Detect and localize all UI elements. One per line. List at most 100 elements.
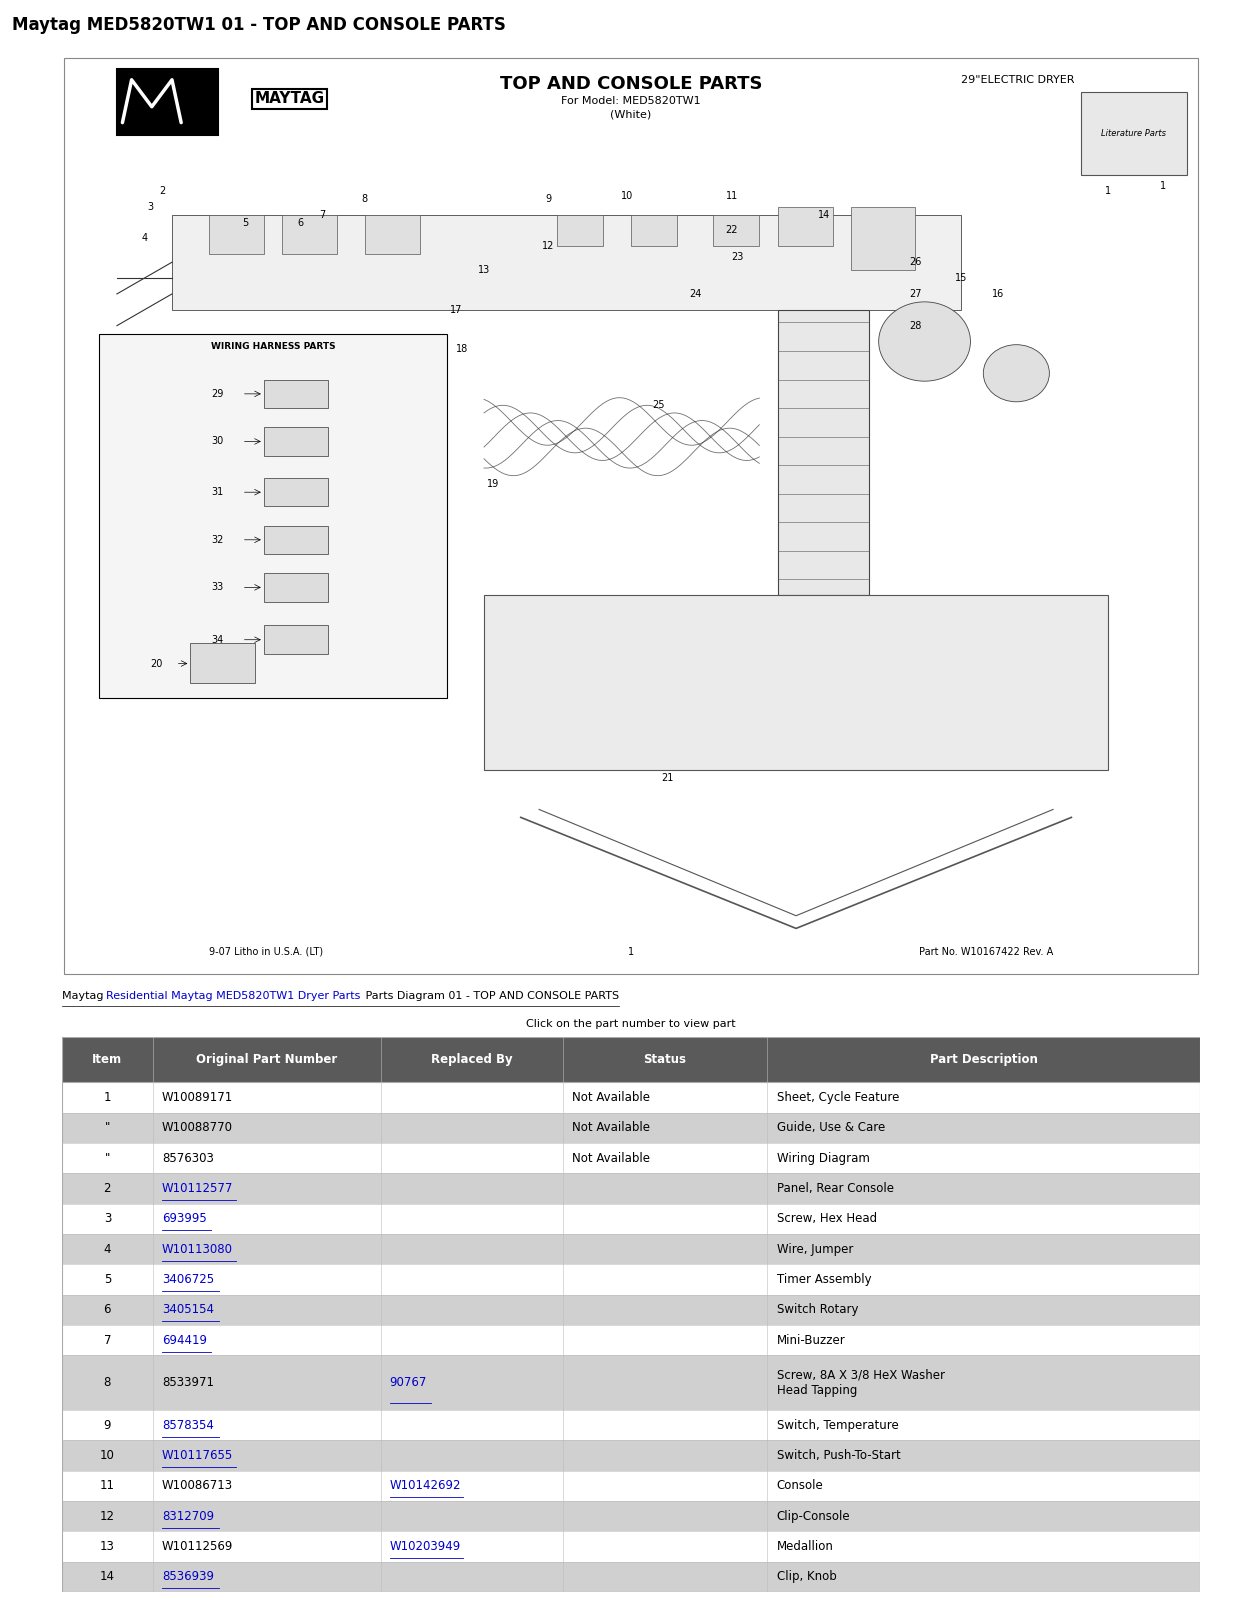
FancyBboxPatch shape — [62, 1142, 153, 1173]
Text: 8: 8 — [361, 194, 367, 203]
Text: 7: 7 — [104, 1334, 111, 1347]
FancyBboxPatch shape — [767, 1234, 1200, 1264]
Text: 1: 1 — [1105, 186, 1111, 195]
FancyBboxPatch shape — [62, 1082, 153, 1112]
Text: Not Available: Not Available — [571, 1122, 649, 1134]
Text: Original Part Number: Original Part Number — [197, 1053, 338, 1066]
Text: 14: 14 — [818, 210, 830, 219]
FancyBboxPatch shape — [263, 478, 328, 507]
FancyBboxPatch shape — [153, 1264, 381, 1294]
FancyBboxPatch shape — [62, 1501, 153, 1531]
FancyBboxPatch shape — [172, 214, 961, 310]
Text: Parts Diagram 01 - TOP AND CONSOLE PARTS: Parts Diagram 01 - TOP AND CONSOLE PARTS — [362, 990, 620, 1002]
FancyBboxPatch shape — [778, 310, 870, 595]
Text: 9-07 Litho in U.S.A. (LT): 9-07 Litho in U.S.A. (LT) — [209, 947, 323, 957]
Text: Part Description: Part Description — [930, 1053, 1038, 1066]
Text: Medallion: Medallion — [777, 1539, 834, 1554]
FancyBboxPatch shape — [62, 1173, 153, 1203]
FancyBboxPatch shape — [153, 1501, 381, 1531]
Text: Sheet, Cycle Feature: Sheet, Cycle Feature — [777, 1091, 899, 1104]
FancyBboxPatch shape — [62, 1325, 153, 1355]
FancyBboxPatch shape — [563, 1112, 767, 1142]
FancyBboxPatch shape — [381, 1173, 563, 1203]
Text: For Model: MED5820TW1: For Model: MED5820TW1 — [562, 96, 700, 106]
Text: 29"ELECTRIC DRYER: 29"ELECTRIC DRYER — [961, 75, 1075, 85]
Text: 6: 6 — [297, 218, 303, 227]
FancyBboxPatch shape — [62, 1112, 153, 1142]
FancyBboxPatch shape — [153, 1562, 381, 1592]
FancyBboxPatch shape — [62, 1410, 153, 1440]
Text: W10112569: W10112569 — [162, 1539, 234, 1554]
FancyBboxPatch shape — [190, 643, 255, 683]
FancyBboxPatch shape — [381, 1234, 563, 1264]
FancyBboxPatch shape — [63, 58, 1199, 974]
FancyBboxPatch shape — [381, 1531, 563, 1562]
FancyBboxPatch shape — [381, 1501, 563, 1531]
FancyBboxPatch shape — [153, 1203, 381, 1234]
Text: 10: 10 — [100, 1450, 115, 1462]
Text: 34: 34 — [212, 635, 224, 645]
Text: Maytag: Maytag — [62, 990, 106, 1002]
FancyBboxPatch shape — [767, 1501, 1200, 1531]
FancyBboxPatch shape — [62, 1470, 153, 1501]
Text: ": " — [105, 1122, 110, 1134]
FancyBboxPatch shape — [62, 1264, 153, 1294]
Text: 2: 2 — [104, 1182, 111, 1195]
FancyBboxPatch shape — [62, 1234, 153, 1264]
Text: Guide, Use & Care: Guide, Use & Care — [777, 1122, 884, 1134]
FancyBboxPatch shape — [563, 1294, 767, 1325]
Text: Replaced By: Replaced By — [430, 1053, 512, 1066]
FancyBboxPatch shape — [153, 1082, 381, 1112]
Text: 14: 14 — [100, 1570, 115, 1584]
Text: 24: 24 — [689, 290, 701, 299]
FancyBboxPatch shape — [99, 333, 448, 699]
FancyBboxPatch shape — [1081, 93, 1188, 174]
FancyBboxPatch shape — [563, 1264, 767, 1294]
FancyBboxPatch shape — [209, 214, 263, 254]
Text: 9: 9 — [104, 1419, 111, 1432]
FancyBboxPatch shape — [62, 1355, 153, 1410]
FancyBboxPatch shape — [62, 1562, 153, 1592]
FancyBboxPatch shape — [153, 1037, 381, 1082]
Text: Part No. W10167422 Rev. A: Part No. W10167422 Rev. A — [919, 947, 1053, 957]
Text: Switch, Temperature: Switch, Temperature — [777, 1419, 898, 1432]
Text: 6: 6 — [104, 1304, 111, 1317]
Text: Residential Maytag MED5820TW1 Dryer Parts: Residential Maytag MED5820TW1 Dryer Part… — [105, 990, 360, 1002]
FancyBboxPatch shape — [153, 1470, 381, 1501]
Text: 8536939: 8536939 — [162, 1570, 214, 1584]
FancyBboxPatch shape — [282, 214, 338, 254]
FancyBboxPatch shape — [153, 1142, 381, 1173]
FancyBboxPatch shape — [263, 525, 328, 554]
Text: Switch Rotary: Switch Rotary — [777, 1304, 858, 1317]
Text: 30: 30 — [212, 437, 224, 446]
FancyBboxPatch shape — [381, 1470, 563, 1501]
Text: 33: 33 — [212, 582, 224, 592]
Text: 3: 3 — [104, 1213, 111, 1226]
Text: W10086713: W10086713 — [162, 1480, 233, 1493]
FancyBboxPatch shape — [153, 1531, 381, 1562]
Text: 8533971: 8533971 — [162, 1376, 214, 1389]
FancyBboxPatch shape — [563, 1325, 767, 1355]
Text: 8576303: 8576303 — [162, 1152, 214, 1165]
FancyBboxPatch shape — [153, 1355, 381, 1410]
FancyBboxPatch shape — [563, 1203, 767, 1234]
FancyBboxPatch shape — [153, 1325, 381, 1355]
FancyBboxPatch shape — [851, 206, 915, 270]
Text: 1: 1 — [104, 1091, 111, 1104]
FancyBboxPatch shape — [563, 1082, 767, 1112]
Text: Clip-Console: Clip-Console — [777, 1510, 850, 1523]
FancyBboxPatch shape — [62, 1294, 153, 1325]
Text: (White): (White) — [610, 110, 652, 120]
FancyBboxPatch shape — [381, 1082, 563, 1112]
Text: Screw, Hex Head: Screw, Hex Head — [777, 1213, 877, 1226]
Text: 8578354: 8578354 — [162, 1419, 214, 1432]
Text: 694419: 694419 — [162, 1334, 207, 1347]
Text: WIRING HARNESS PARTS: WIRING HARNESS PARTS — [210, 341, 335, 350]
Text: 11: 11 — [726, 190, 738, 200]
FancyBboxPatch shape — [631, 214, 677, 246]
FancyBboxPatch shape — [381, 1325, 563, 1355]
FancyBboxPatch shape — [767, 1294, 1200, 1325]
FancyBboxPatch shape — [767, 1440, 1200, 1470]
Text: Wire, Jumper: Wire, Jumper — [777, 1243, 854, 1256]
FancyBboxPatch shape — [62, 1037, 153, 1082]
